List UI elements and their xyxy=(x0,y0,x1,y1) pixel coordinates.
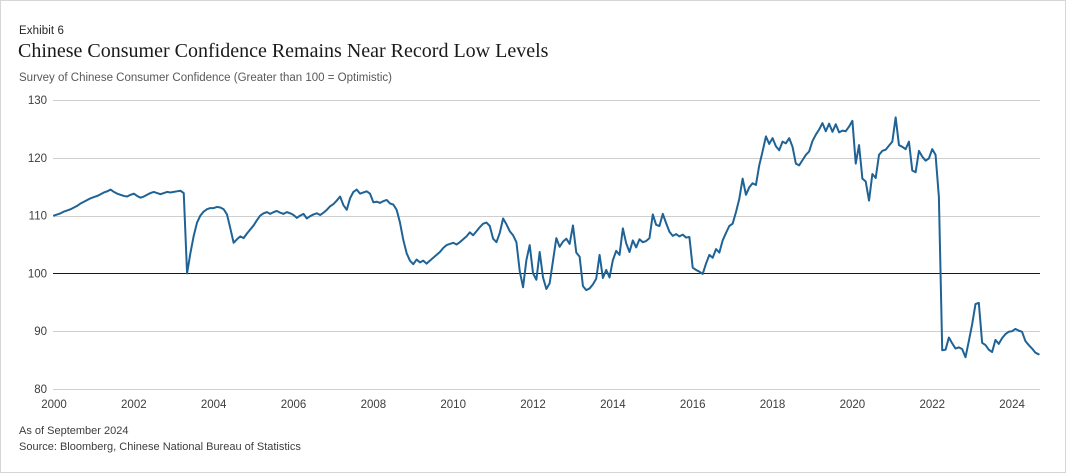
exhibit-label: Exhibit 6 xyxy=(19,25,65,37)
x-axis-tick-label: 2002 xyxy=(121,399,147,411)
x-axis-tick-label: 2004 xyxy=(201,399,227,411)
x-axis-tick-label: 2010 xyxy=(440,399,466,411)
y-axis-tick-label: 100 xyxy=(28,268,47,280)
y-axis-tick-label: 80 xyxy=(34,384,47,396)
x-axis-tick-label: 2022 xyxy=(919,399,945,411)
x-axis-tick-label: 2006 xyxy=(281,399,307,411)
footnote-as-of: As of September 2024 xyxy=(19,425,129,437)
chart-title: Chinese Consumer Confidence Remains Near… xyxy=(18,40,549,62)
y-axis-tick-label: 120 xyxy=(28,153,47,165)
confidence-line xyxy=(53,116,1040,359)
x-axis-labels: 2000 2002 2004 2006 2008 2010 2012 2014 2016 2018… xyxy=(41,399,1025,411)
x-axis-tick-label: 2014 xyxy=(600,399,626,411)
x-axis-tick-label: 2000 xyxy=(41,399,67,411)
x-axis-tick-label: 2018 xyxy=(760,399,786,411)
y-axis-labels: 80 90 100 110 120 130 xyxy=(28,95,47,396)
chart-subtitle: Survey of Chinese Consumer Confidence (G… xyxy=(19,72,392,84)
y-axis-tick-label: 130 xyxy=(28,95,47,107)
x-axis-tick-label: 2024 xyxy=(999,399,1025,411)
y-axis-tick-label: 110 xyxy=(29,211,47,223)
footnote-source: Source: Bloomberg, Chinese National Bure… xyxy=(19,441,301,453)
y-axis-tick-label: 90 xyxy=(34,326,47,338)
gridlines xyxy=(53,100,1040,390)
x-axis-tick-label: 2016 xyxy=(680,399,706,411)
x-axis-tick-label: 2020 xyxy=(840,399,866,411)
x-axis-tick-label: 2012 xyxy=(520,399,546,411)
x-axis-tick-label: 2008 xyxy=(361,399,387,411)
